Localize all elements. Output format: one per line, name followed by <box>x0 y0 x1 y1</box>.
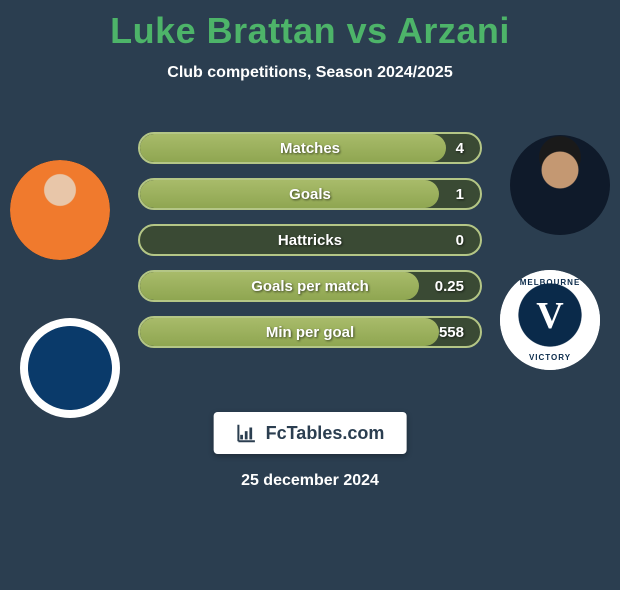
bar-label: Goals per match <box>140 272 480 300</box>
player-avatar-left <box>10 160 110 260</box>
club-logo-left-text: YDNE <box>51 380 90 396</box>
bar-label: Min per goal <box>140 318 480 346</box>
bar-goals: Goals 1 <box>138 178 482 210</box>
comparison-bars: Matches 4 Goals 1 Hattricks 0 Goals per … <box>138 132 482 362</box>
bar-label: Hattricks <box>140 226 480 254</box>
player-avatar-right <box>510 135 610 235</box>
club-ring-top: MELBOURNE <box>500 278 600 287</box>
bar-label: Goals <box>140 180 480 208</box>
bar-value: 1 <box>456 180 464 208</box>
brand-text: FcTables.com <box>266 423 385 444</box>
club-v-letter: V <box>500 294 600 338</box>
club-ring-bottom: VICTORY <box>500 353 600 362</box>
bar-value: 0 <box>456 226 464 254</box>
bar-value: 558 <box>439 318 464 346</box>
bar-matches: Matches 4 <box>138 132 482 164</box>
date-text: 25 december 2024 <box>0 472 620 490</box>
bar-min-per-goal: Min per goal 558 <box>138 316 482 348</box>
bar-label: Matches <box>140 134 480 162</box>
brand-chip: FcTables.com <box>214 412 407 454</box>
club-logo-left: YDNE <box>20 318 120 418</box>
bar-goals-per-match: Goals per match 0.25 <box>138 270 482 302</box>
club-logo-right: MELBOURNE V VICTORY <box>500 270 600 370</box>
bar-value: 4 <box>456 134 464 162</box>
page-title: Luke Brattan vs Arzani <box>0 10 620 52</box>
subtitle: Club competitions, Season 2024/2025 <box>0 64 620 82</box>
chart-icon <box>236 422 258 444</box>
bar-hattricks: Hattricks 0 <box>138 224 482 256</box>
bar-value: 0.25 <box>435 272 464 300</box>
